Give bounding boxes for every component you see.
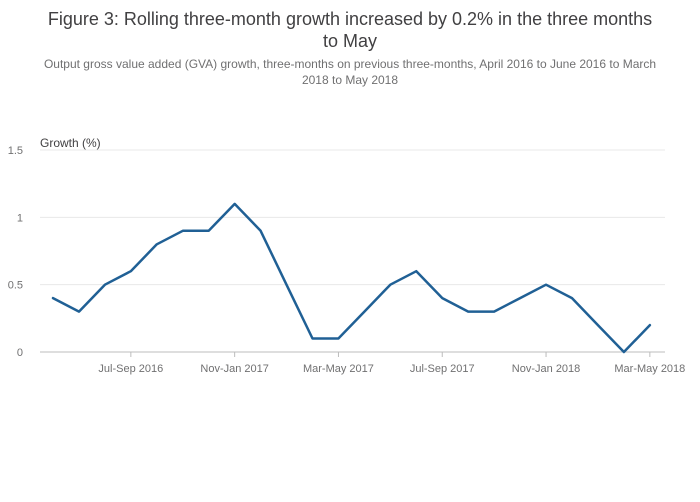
- x-tick-labels: Jul-Sep 2016 Nov-Jan 2017 Mar-May 2017 Jul-…: [98, 363, 685, 375]
- chart-title: Figure 3: Rolling three-month growth inc…: [47, 9, 653, 51]
- x-tick-label: Mar-May 2017: [303, 363, 374, 375]
- data-point[interactable]: [309, 335, 317, 343]
- data-point[interactable]: [464, 308, 472, 316]
- x-tick-label: Mar-May 2018: [614, 363, 685, 375]
- data-point[interactable]: [542, 281, 550, 289]
- data-point[interactable]: [49, 294, 57, 302]
- data-point[interactable]: [386, 281, 394, 289]
- data-point[interactable]: [334, 335, 342, 343]
- series-layer: [49, 200, 654, 356]
- data-point[interactable]: [283, 281, 291, 289]
- y-axis: 0 0.5 1 1.5: [8, 145, 23, 359]
- gridlines: [40, 149, 665, 286]
- chart-subtitle: Output gross value added (GVA) growth, t…: [43, 57, 657, 87]
- data-point[interactable]: [127, 267, 135, 275]
- data-point[interactable]: [438, 294, 446, 302]
- x-tick-label: Nov-Jan 2017: [200, 363, 269, 375]
- data-point[interactable]: [412, 267, 420, 275]
- data-point[interactable]: [516, 294, 524, 302]
- y-tick-label: 0: [17, 347, 23, 359]
- y-axis-label: Growth (%): [40, 136, 101, 150]
- data-point[interactable]: [101, 281, 109, 289]
- data-point[interactable]: [620, 348, 628, 356]
- x-axis: [40, 351, 665, 357]
- data-point[interactable]: [179, 227, 187, 235]
- y-tick-label: 1: [17, 212, 23, 224]
- data-point[interactable]: [568, 294, 576, 302]
- data-point[interactable]: [75, 308, 83, 316]
- data-point[interactable]: [205, 227, 213, 235]
- data-point[interactable]: [257, 227, 265, 235]
- y-tick-label: 0.5: [8, 280, 23, 292]
- data-point[interactable]: [594, 321, 602, 329]
- data-point[interactable]: [490, 308, 498, 316]
- x-tick-label: Jul-Sep 2016: [98, 363, 163, 375]
- data-point[interactable]: [231, 200, 239, 208]
- data-point[interactable]: [646, 321, 654, 329]
- series-line: [51, 202, 652, 354]
- data-point[interactable]: [153, 240, 161, 248]
- x-tick-label: Jul-Sep 2017: [410, 363, 475, 375]
- x-tick-label: Nov-Jan 2018: [512, 363, 581, 375]
- data-point[interactable]: [360, 308, 368, 316]
- y-tick-label: 1.5: [8, 145, 23, 157]
